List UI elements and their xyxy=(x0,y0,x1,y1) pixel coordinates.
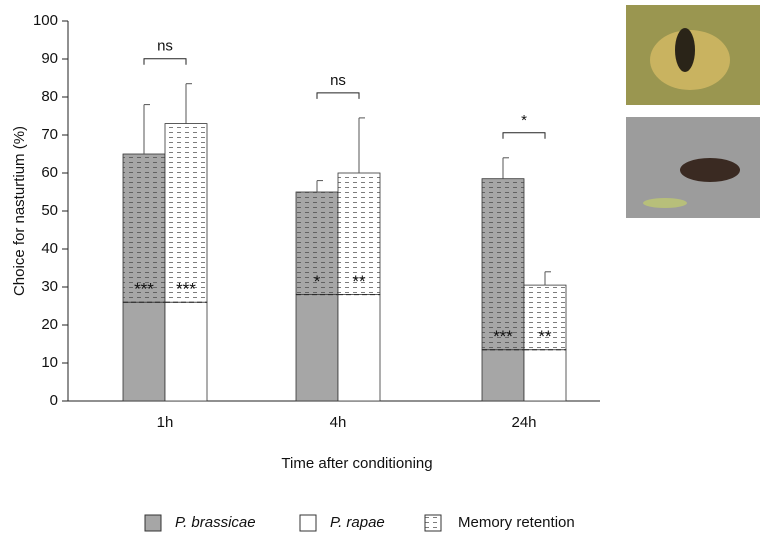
bracket xyxy=(143,58,187,65)
y-tick-label: 40 xyxy=(41,240,58,257)
star-label: * xyxy=(314,272,321,291)
retention-hatch xyxy=(165,123,207,303)
retention-hatch xyxy=(338,173,380,295)
retention-hatch xyxy=(296,192,338,295)
y-tick-label: 0 xyxy=(50,392,58,409)
retention-hatch xyxy=(123,154,165,303)
bar xyxy=(295,294,339,402)
legend-label: P. brassicae xyxy=(175,514,256,531)
legend-swatch xyxy=(144,514,162,532)
significance-label: ns xyxy=(330,72,346,89)
significance-label: * xyxy=(521,112,527,129)
y-tick-label: 60 xyxy=(41,164,58,181)
photo-2 xyxy=(626,117,760,218)
bar xyxy=(122,301,166,402)
bracket xyxy=(502,132,546,139)
legend-swatch xyxy=(299,514,317,532)
y-tick-label: 20 xyxy=(41,316,58,333)
photo-1 xyxy=(626,5,760,105)
x-tick-label: 24h xyxy=(511,414,536,431)
star-label: *** xyxy=(134,280,154,299)
x-axis-label: Time after conditioning xyxy=(281,455,432,472)
legend-label: P. rapae xyxy=(330,514,385,531)
y-tick-label: 70 xyxy=(41,126,58,143)
legend-swatch xyxy=(424,514,442,532)
retention-hatch xyxy=(482,178,524,350)
y-tick-label: 50 xyxy=(41,202,58,219)
y-tick-label: 100 xyxy=(33,12,58,29)
y-axis-label: Choice for nasturtium (%) xyxy=(11,126,28,296)
retention-hatch xyxy=(524,285,566,350)
star-label: ** xyxy=(538,327,552,346)
y-tick-label: 80 xyxy=(41,88,58,105)
bracket xyxy=(316,92,360,99)
star-label: *** xyxy=(176,280,196,299)
bar xyxy=(164,301,208,402)
bar xyxy=(337,294,381,402)
star-label: ** xyxy=(352,272,366,291)
bar xyxy=(523,349,567,402)
x-tick-label: 1h xyxy=(157,414,174,431)
y-tick-label: 90 xyxy=(41,50,58,67)
star-label: *** xyxy=(493,327,513,346)
legend-label: Memory retention xyxy=(458,514,575,531)
y-tick-label: 30 xyxy=(41,278,58,295)
y-tick-label: 10 xyxy=(41,354,58,371)
significance-label: ns xyxy=(157,38,173,55)
bar xyxy=(481,349,525,402)
x-tick-label: 4h xyxy=(330,414,347,431)
